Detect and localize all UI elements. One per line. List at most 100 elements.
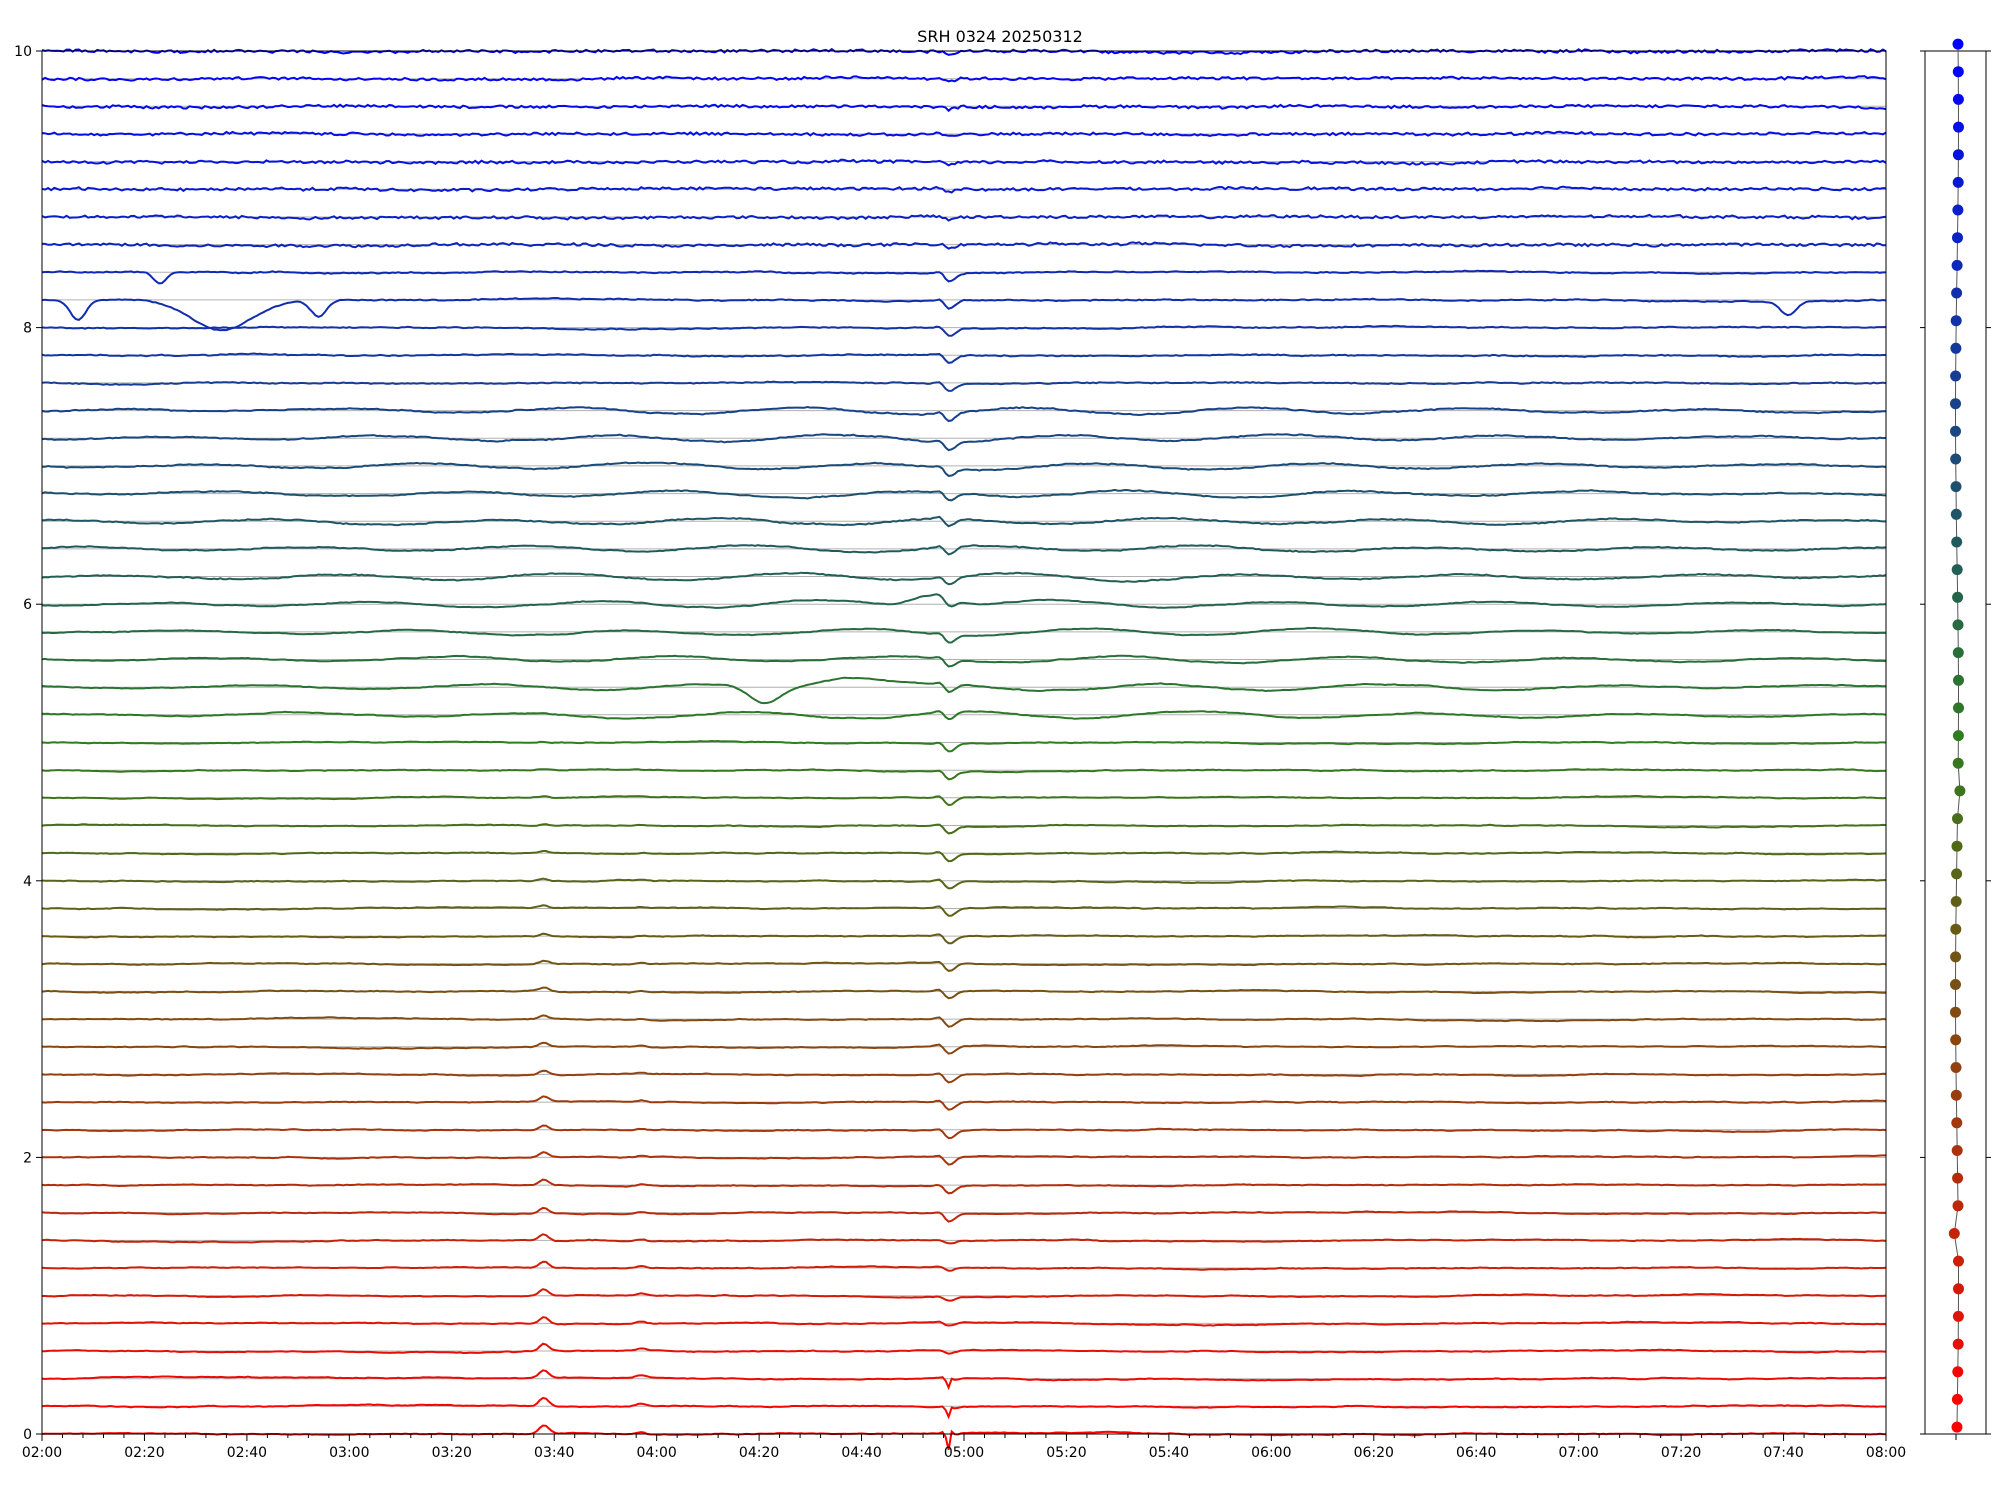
- x-tick-label: 02:00: [22, 1445, 62, 1461]
- side-marker: [1950, 1034, 1962, 1046]
- side-marker: [1954, 785, 1966, 797]
- side-marker: [1952, 1200, 1964, 1212]
- series-line: [41, 241, 1887, 250]
- side-marker: [1952, 93, 1964, 105]
- series-line: [41, 986, 1886, 1000]
- x-tick-label: 05:00: [944, 1445, 984, 1461]
- series-line: [41, 823, 1887, 835]
- side-marker: [1950, 896, 1962, 907]
- series-line: [41, 626, 1886, 644]
- side-marker: [1951, 564, 1963, 576]
- series-line: [41, 380, 1887, 392]
- series-line: [41, 75, 1887, 83]
- series-line: [41, 158, 1887, 167]
- side-marker: [1952, 757, 1964, 769]
- series-line: [41, 296, 1887, 332]
- side-marker: [1951, 287, 1963, 299]
- side-marker: [1952, 66, 1964, 78]
- side-marker: [1953, 1255, 1964, 1267]
- series-line: [41, 544, 1887, 556]
- series-line: [41, 352, 1886, 364]
- series-line: [41, 185, 1887, 194]
- x-tick-label: 06:40: [1456, 1445, 1496, 1461]
- series-line: [41, 213, 1887, 222]
- side-marker: [1951, 1393, 1963, 1405]
- side-marker: [1952, 232, 1963, 244]
- x-tick-label: 02:20: [124, 1445, 164, 1461]
- side-marker: [1953, 121, 1964, 133]
- series-line: [41, 1178, 1886, 1195]
- series-line: [41, 1014, 1887, 1028]
- side-marker: [1952, 204, 1964, 216]
- series-line: [41, 1124, 1887, 1140]
- x-tick-label: 02:40: [227, 1445, 267, 1461]
- series-line: [41, 1260, 1887, 1272]
- series-line: [41, 1095, 1887, 1111]
- side-marker: [1952, 1338, 1964, 1350]
- side-marker: [1950, 979, 1961, 990]
- y-tick-label: 6: [23, 597, 32, 613]
- side-marker: [1953, 702, 1964, 714]
- side-marker: [1948, 1228, 1960, 1239]
- x-tick-label: 04:40: [841, 1445, 881, 1461]
- series-line: [41, 515, 1886, 528]
- y-axis: 0 2 4 6 8 10: [14, 44, 1991, 1443]
- side-marker: [1951, 259, 1963, 271]
- x-tick-label: 07:20: [1661, 1445, 1701, 1461]
- series-line: [41, 904, 1886, 917]
- series-line: [41, 739, 1887, 753]
- series-line: [41, 593, 1887, 609]
- side-panel-frame: [1924, 50, 1987, 1435]
- series-line: [41, 959, 1887, 972]
- y-tick-label: 2: [23, 1150, 32, 1166]
- y-tick-label: 8: [23, 321, 32, 337]
- side-marker: [1951, 536, 1963, 548]
- side-marker: [1950, 508, 1962, 520]
- series-line: [41, 405, 1887, 423]
- x-tick-label: 07:00: [1558, 1445, 1598, 1461]
- x-tick-label: 07:40: [1763, 1445, 1803, 1461]
- series-line: [42, 1342, 1887, 1355]
- series-line: [41, 269, 1886, 285]
- series-line: [41, 324, 1887, 337]
- series-line: [41, 1396, 1887, 1420]
- x-tick-label: 06:20: [1354, 1445, 1394, 1461]
- side-marker: [1950, 453, 1962, 465]
- x-tick-label: 03:40: [534, 1445, 574, 1461]
- side-marker: [1952, 619, 1964, 631]
- series-line: [42, 1316, 1887, 1327]
- side-marker: [1952, 647, 1964, 659]
- x-tick-label: 04:20: [739, 1445, 779, 1461]
- side-marker: [1952, 591, 1964, 603]
- side-marker: [1950, 370, 1962, 382]
- x-tick-label: 05:20: [1046, 1445, 1086, 1461]
- side-marker: [1950, 481, 1962, 493]
- series-line: [41, 1069, 1887, 1084]
- side-marker: [1951, 1421, 1963, 1433]
- x-tick-label: 03:20: [432, 1445, 472, 1461]
- side-marker: [1950, 951, 1962, 963]
- side-marker: [1952, 1366, 1964, 1378]
- series-line: [41, 461, 1887, 477]
- side-marker: [1951, 868, 1963, 880]
- series-line: [41, 103, 1887, 113]
- side-marker: [1952, 1172, 1964, 1184]
- side-marker: [1950, 1062, 1962, 1073]
- series-line: [41, 654, 1887, 668]
- series-line: [41, 1151, 1886, 1166]
- side-marker: [1952, 813, 1963, 825]
- side-marker: [1950, 425, 1961, 437]
- side-marker: [1950, 1006, 1961, 1018]
- series-line: [41, 1233, 1887, 1245]
- x-tick-label: 06:00: [1251, 1445, 1291, 1461]
- series-line: [41, 676, 1887, 705]
- series-line: [41, 932, 1887, 945]
- series-line: [41, 1369, 1887, 1391]
- series-line: [41, 433, 1887, 452]
- series-line: [42, 850, 1887, 863]
- side-marker: [1950, 923, 1962, 935]
- series-line: [41, 1206, 1887, 1223]
- side-marker: [1950, 342, 1962, 354]
- y-tick-label: 0: [23, 1427, 32, 1443]
